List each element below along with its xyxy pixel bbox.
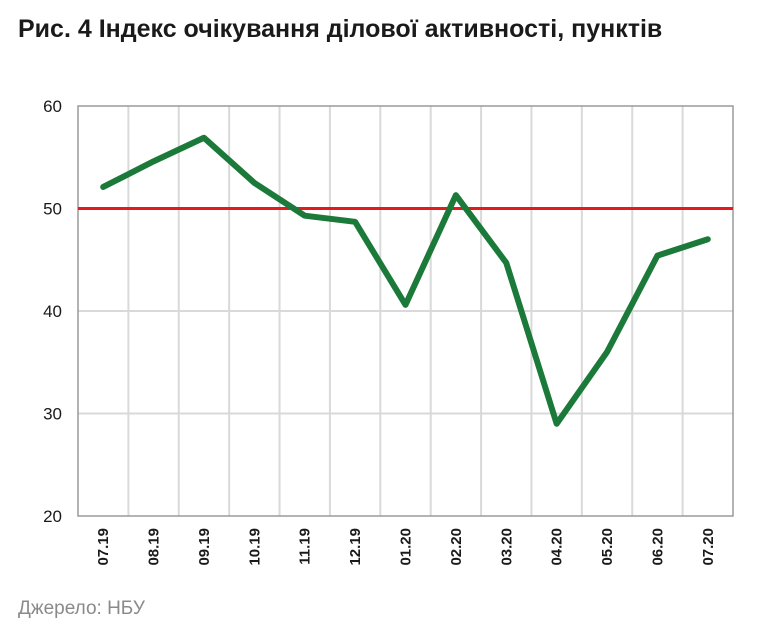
chart-title: Рис. 4 Індекс очікування ділової активно… xyxy=(18,15,663,43)
x-tick-label: 07.19 xyxy=(95,528,112,566)
x-tick-label: 11.19 xyxy=(297,528,314,565)
series-layer xyxy=(100,134,711,427)
x-tick-label: 08.19 xyxy=(146,528,163,566)
x-tick-label: 09.19 xyxy=(196,528,213,566)
x-tick-label: 07.20 xyxy=(700,528,717,566)
x-axis-ticks: 07.19 08.19 09.19 10.19 11.19 12.19 01.20 02.20… xyxy=(95,528,717,566)
x-tick-label: 05.20 xyxy=(599,528,616,566)
y-tick-label: 30 xyxy=(43,405,62,424)
x-tick-label: 06.20 xyxy=(649,528,666,566)
y-tick-label: 40 xyxy=(43,302,62,321)
plot-area-frame xyxy=(77,105,734,517)
grid-layer xyxy=(78,106,733,516)
x-tick-label: 03.20 xyxy=(498,528,515,566)
x-tick-label: 02.20 xyxy=(448,528,465,566)
x-tick-label: 10.19 xyxy=(246,528,263,566)
y-tick-label: 60 xyxy=(43,97,62,116)
x-tick-label: 01.20 xyxy=(398,528,415,566)
x-tick-label: 12.19 xyxy=(347,528,364,566)
x-tick-label: 04.20 xyxy=(549,528,566,566)
y-tick-label: 20 xyxy=(43,507,62,526)
series-line xyxy=(100,134,711,427)
y-tick-label: 50 xyxy=(43,200,62,219)
source-note: Джерело: НБУ xyxy=(18,598,145,619)
y-axis-ticks: 20 30 40 50 60 xyxy=(43,97,62,526)
